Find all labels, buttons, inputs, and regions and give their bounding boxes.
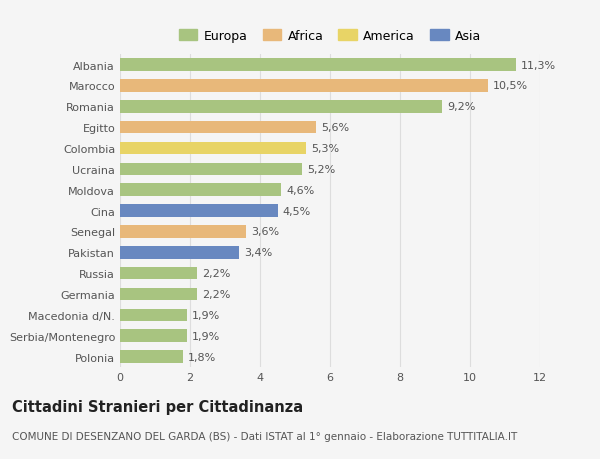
Text: 9,2%: 9,2% [447, 102, 476, 112]
Bar [120, 267, 197, 280]
Bar [120, 309, 187, 321]
Legend: Europa, Africa, America, Asia: Europa, Africa, America, Asia [179, 30, 481, 43]
Text: COMUNE DI DESENZANO DEL GARDA (BS) - Dati ISTAT al 1° gennaio - Elaborazione TUT: COMUNE DI DESENZANO DEL GARDA (BS) - Dat… [12, 431, 517, 442]
Text: 4,6%: 4,6% [286, 185, 314, 196]
Bar [120, 101, 442, 113]
Text: Cittadini Stranieri per Cittadinanza: Cittadini Stranieri per Cittadinanza [12, 399, 303, 414]
Bar [120, 122, 316, 134]
Text: 4,5%: 4,5% [283, 206, 311, 216]
Bar [120, 59, 515, 72]
Bar [120, 80, 487, 93]
Bar [120, 163, 302, 176]
Text: 3,4%: 3,4% [244, 248, 272, 258]
Text: 11,3%: 11,3% [521, 61, 556, 71]
Text: 5,3%: 5,3% [311, 144, 339, 154]
Text: 5,2%: 5,2% [307, 164, 335, 174]
Text: 10,5%: 10,5% [493, 81, 528, 91]
Bar [120, 226, 246, 238]
Text: 2,2%: 2,2% [202, 289, 230, 299]
Bar [120, 142, 305, 155]
Text: 2,2%: 2,2% [202, 269, 230, 279]
Bar [120, 288, 197, 301]
Text: 5,6%: 5,6% [321, 123, 349, 133]
Text: 1,9%: 1,9% [192, 310, 220, 320]
Bar [120, 351, 183, 363]
Bar [120, 330, 187, 342]
Text: 3,6%: 3,6% [251, 227, 280, 237]
Bar [120, 246, 239, 259]
Text: 1,8%: 1,8% [188, 352, 217, 362]
Bar [120, 205, 277, 218]
Text: 1,9%: 1,9% [192, 331, 220, 341]
Bar [120, 184, 281, 196]
